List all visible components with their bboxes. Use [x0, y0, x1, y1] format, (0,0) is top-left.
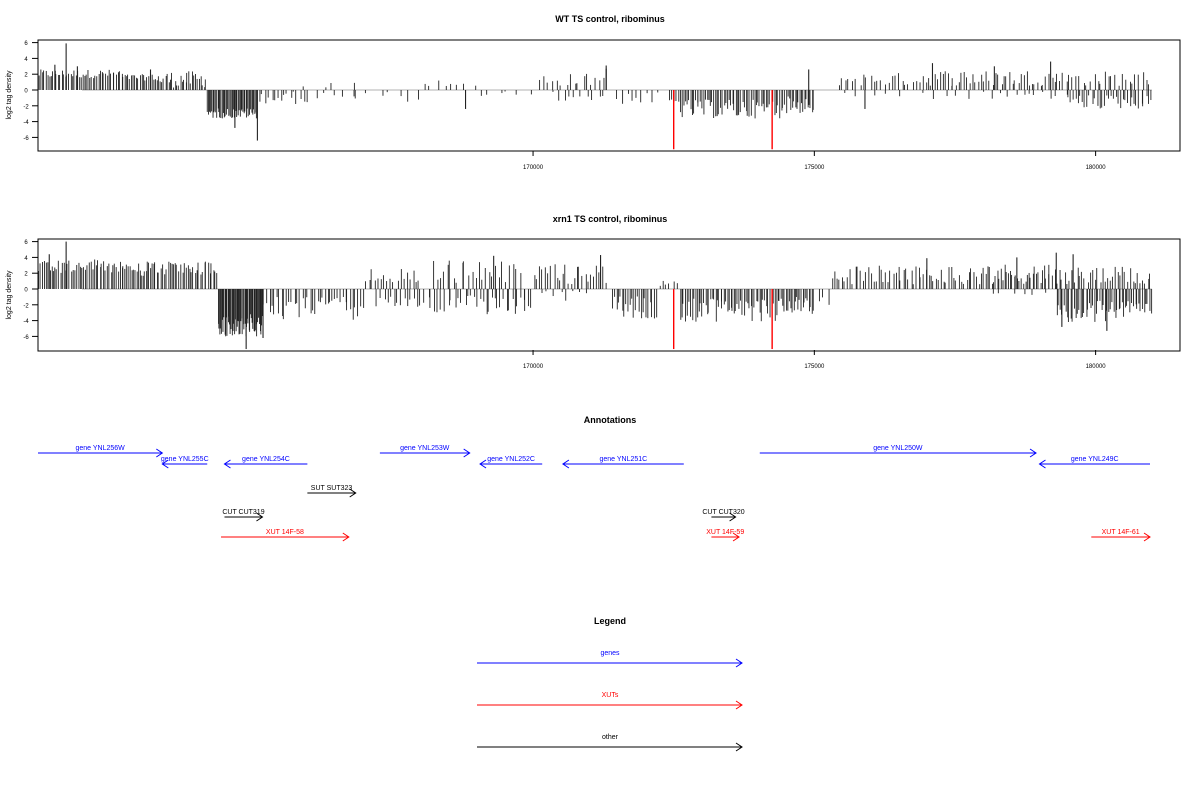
annotation-label: gene YNL251C	[599, 456, 647, 463]
y-tick-label: -4	[23, 319, 29, 325]
legend-arrowhead	[735, 700, 743, 710]
y-tick-label: -6	[23, 335, 29, 341]
annotation-label: XUT 14F-59	[706, 529, 744, 536]
annotation-xut-14f-58: XUT 14F-58	[221, 529, 350, 542]
wt-y-axis-label: log2 tag density	[6, 70, 13, 120]
legend-item-label: XUTs	[602, 692, 619, 699]
legend-item-genes: genes	[477, 650, 743, 668]
legend-arrowhead	[735, 742, 743, 752]
y-tick-label: 6	[24, 41, 28, 47]
annotation-arrowhead	[342, 532, 350, 542]
annotation-label: XUT 14F-61	[1102, 529, 1140, 536]
wt-panel-title: WT TS control, ribominus	[555, 14, 665, 24]
annotation-arrowhead	[1029, 448, 1037, 458]
y-tick-label: 0	[24, 89, 28, 95]
annotation-gene-ynl253w: gene YNL253W	[379, 445, 471, 458]
legend-panel: Legend genes XUTs other	[477, 616, 743, 752]
annotation-arrowhead	[1143, 532, 1151, 542]
xrn1-panel-title: xrn1 TS control, ribominus	[553, 214, 668, 224]
annotation-label: gene YNL253W	[400, 445, 450, 452]
annotation-arrowhead	[156, 448, 164, 458]
xrn1-y-axis-label: log2 tag density	[6, 270, 13, 320]
y-tick-label: -6	[23, 136, 29, 142]
x-tick-label: 170000	[523, 364, 544, 370]
y-tick-label: 4	[24, 256, 28, 262]
wt-bars	[38, 43, 1152, 150]
annotation-label: gene YNL255C	[161, 456, 209, 463]
y-tick-label: 2	[24, 272, 28, 278]
x-tick-label: 175000	[804, 165, 825, 171]
annotation-label: gene YNL249C	[1071, 456, 1119, 463]
legend-item-label: other	[602, 734, 619, 741]
annotation-label: gene YNL256W	[76, 445, 126, 452]
legend-items: genes XUTs other	[477, 650, 743, 752]
y-tick-label: -4	[23, 120, 29, 126]
y-tick-label: 2	[24, 73, 28, 79]
annotation-sut-sut323: SUT SUT323	[307, 485, 357, 498]
x-tick-label: 180000	[1086, 165, 1107, 171]
annotation-label: XUT 14F-58	[266, 529, 304, 536]
y-tick-label: 4	[24, 57, 28, 63]
annotation-arrowhead	[256, 512, 264, 522]
annotation-arrowhead	[562, 459, 570, 469]
xrn1-density-panel: xrn1 TS control, ribominus log2 tag dens…	[6, 214, 1181, 370]
annotation-gene-ynl254c: gene YNL254C	[223, 456, 308, 469]
annotation-label: gene YNL254C	[242, 456, 290, 463]
xrn1-plot-frame	[37, 238, 1181, 352]
wt-plot-frame	[37, 39, 1181, 152]
annotation-arrowhead	[732, 532, 740, 542]
annotation-arrowhead	[463, 448, 471, 458]
x-tick-label: 180000	[1086, 364, 1107, 370]
x-tick-label: 175000	[804, 364, 825, 370]
annotation-gene-ynl256w: gene YNL256W	[38, 445, 164, 458]
y-tick-label: -2	[23, 104, 29, 110]
annotation-arrowhead	[223, 459, 231, 469]
y-tick-label: 0	[24, 288, 28, 294]
annotation-tracks: gene YNL256W gene YNL255C gene YNL254C gene…	[38, 445, 1151, 542]
annotation-label: gene YNL250W	[873, 445, 923, 452]
annotation-gene-ynl252c: gene YNL252C	[479, 456, 543, 469]
wt-y-axis: -6 -4 -2 0 2 4 6	[23, 41, 38, 142]
legend-item-other: other	[477, 734, 743, 752]
annotation-gene-ynl250w: gene YNL250W	[759, 445, 1037, 458]
legend-item-xuts: XUTs	[477, 692, 743, 710]
legend-item-label: genes	[600, 650, 620, 657]
annotation-xut-14f-59: XUT 14F-59	[706, 529, 744, 542]
annotation-label: CUT CUT320	[702, 509, 744, 516]
annotation-arrowhead	[349, 488, 357, 498]
annotation-cut-cut320: CUT CUT320	[702, 509, 745, 522]
xrn1-bars	[38, 241, 1153, 350]
x-tick-label: 170000	[523, 165, 544, 171]
annotation-arrowhead	[479, 459, 487, 469]
legend-title: Legend	[594, 616, 626, 626]
annotation-xut-14f-61: XUT 14F-61	[1091, 529, 1151, 542]
annotation-gene-ynl249c: gene YNL249C	[1038, 456, 1150, 469]
annotation-gene-ynl251c: gene YNL251C	[562, 456, 684, 469]
xrn1-y-axis: -6 -4 -2 0 2 4 6	[23, 240, 38, 341]
annotation-arrowhead	[161, 459, 169, 469]
annotation-label: CUT CUT319	[222, 509, 264, 516]
annotation-label: SUT SUT323	[311, 485, 353, 492]
wt-x-axis: 170000 175000 180000	[523, 151, 1106, 171]
annotation-arrowhead	[1038, 459, 1046, 469]
xrn1-x-axis: 170000 175000 180000	[523, 350, 1106, 370]
annotation-cut-cut319: CUT CUT319	[222, 509, 265, 522]
legend-arrowhead	[735, 658, 743, 668]
wt-density-panel: WT TS control, ribominus log2 tag densit…	[6, 14, 1181, 171]
annotation-label: gene YNL252C	[487, 456, 535, 463]
y-tick-label: 6	[24, 240, 28, 246]
annotation-arrowhead	[729, 512, 737, 522]
y-tick-label: -2	[23, 303, 29, 309]
annotation-gene-ynl255c: gene YNL255C	[161, 456, 209, 469]
annotations-title: Annotations	[584, 415, 637, 425]
